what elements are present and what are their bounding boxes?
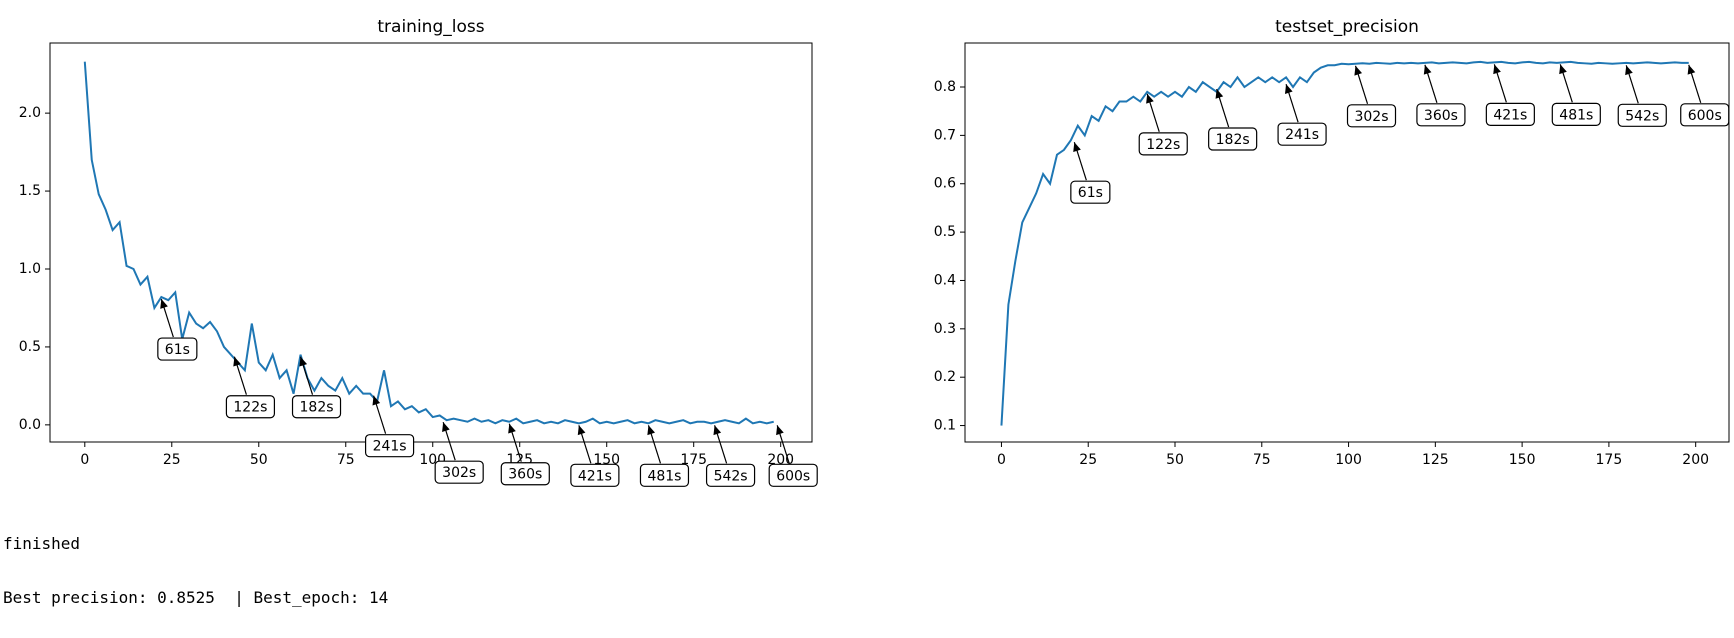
annotation-box xyxy=(1485,102,1535,126)
x-tick-label: 125 xyxy=(1422,452,1449,468)
y-tick-label: 0.5 xyxy=(934,224,956,240)
annotation-label: 122s xyxy=(233,400,267,416)
arrow-head xyxy=(1146,93,1154,104)
arrow-head xyxy=(1284,84,1293,94)
y-tick-label: 0.8 xyxy=(934,79,956,95)
y-tick-label: 1.0 xyxy=(19,261,41,277)
y-tick-label: 0.3 xyxy=(934,321,956,337)
x-tick-label: 175 xyxy=(1596,452,1623,468)
plot-frame xyxy=(964,42,1730,443)
annotation-box xyxy=(1416,103,1466,127)
annotation-box xyxy=(1208,127,1258,151)
y-tick-label: 2.0 xyxy=(19,105,41,121)
annotation-box xyxy=(639,463,690,487)
arrow-head xyxy=(1625,65,1633,76)
y-tick-label: 1.5 xyxy=(19,183,41,199)
annotation-box xyxy=(1617,103,1667,127)
y-tick-label: 0.5 xyxy=(19,339,41,355)
x-tick-label: 0 xyxy=(997,452,1006,468)
annotation-box xyxy=(1680,103,1730,127)
charts: training_loss 0 25 50 75 100 125 150 175 200 0.0 0.… xyxy=(19,17,1730,487)
annotation-label: 542s xyxy=(1625,108,1659,124)
chart-title: training_loss xyxy=(377,17,484,37)
x-tick-label: 50 xyxy=(1166,452,1184,468)
x-tick-label: 0 xyxy=(80,452,89,468)
plot-frame xyxy=(49,42,813,443)
annotation-label: 61s xyxy=(165,342,190,358)
page: training_loss 0 25 50 75 100 125 150 175 200 0.0 0.… xyxy=(3,17,1730,607)
arrow-head xyxy=(233,356,241,367)
annotation-box xyxy=(291,395,342,419)
arrow-head xyxy=(372,395,381,406)
annotation-box xyxy=(225,395,276,419)
y-tick-label: 0.1 xyxy=(934,418,956,434)
annotation-box xyxy=(1138,132,1188,156)
arrow-head xyxy=(776,425,784,436)
arrow-head xyxy=(577,425,586,436)
y-tick-label: 0.7 xyxy=(934,127,956,143)
y-tick-label: 0.2 xyxy=(934,369,956,385)
annotation-label: 182s xyxy=(300,400,334,416)
x-tick-label: 75 xyxy=(1253,452,1271,468)
x-tick-label: 150 xyxy=(1509,452,1536,468)
annotation-box xyxy=(157,337,198,361)
annotation-box xyxy=(1551,102,1601,126)
annotation-box xyxy=(570,463,620,487)
line-series xyxy=(83,61,774,425)
console-line: Best precision: 0.8525 | Best_epoch: 14 xyxy=(3,588,389,607)
annotation-label: 360s xyxy=(1424,108,1458,124)
annotation-label: 600s xyxy=(776,468,810,484)
x-tick-label: 100 xyxy=(1335,452,1362,468)
annotation-label: 600s xyxy=(1688,108,1722,124)
y-tick-label: 0.4 xyxy=(934,272,956,288)
arrow-head xyxy=(1423,64,1432,75)
arrow-head xyxy=(160,299,168,309)
annotation-label: 122s xyxy=(1146,137,1180,153)
arrow-head xyxy=(299,356,308,367)
y-tick-label: 0.0 xyxy=(19,417,41,433)
x-tick-label: 175 xyxy=(680,452,707,468)
console-line: finished xyxy=(3,534,81,553)
arrow-head xyxy=(1354,65,1363,76)
x-tick-label: 25 xyxy=(1079,452,1097,468)
annotation-label: 542s xyxy=(714,468,748,484)
arrow-head xyxy=(713,425,722,436)
arrow-head xyxy=(1559,64,1567,75)
annotation-label: 241s xyxy=(1285,127,1319,143)
annotation-label: 421s xyxy=(1493,107,1527,123)
y-tick-label: 0.6 xyxy=(934,176,956,192)
annotation-box xyxy=(768,463,818,487)
annotation-label: 360s xyxy=(508,467,542,483)
annotation-label: 421s xyxy=(578,468,612,484)
console-output: finished Best precision: 0.8525 | Best_e… xyxy=(3,503,388,638)
arrow-head xyxy=(442,422,450,432)
arrow-head xyxy=(1493,64,1501,75)
x-tick-label: 25 xyxy=(163,452,181,468)
annotation-label: 182s xyxy=(1216,132,1250,148)
annotation-label: 302s xyxy=(1354,109,1388,125)
annotation-label: 241s xyxy=(373,439,407,455)
annotation-box xyxy=(500,462,550,486)
arrow-head xyxy=(1687,64,1696,75)
annotation-label: 61s xyxy=(1078,185,1103,201)
x-tick-label: 75 xyxy=(337,452,355,468)
arrow-head xyxy=(508,423,516,434)
line-series xyxy=(1000,60,1689,426)
annotation-label: 481s xyxy=(647,468,681,484)
chart-title: testset_precision xyxy=(1275,17,1419,37)
annotation-box xyxy=(1346,104,1397,128)
x-tick-label: 50 xyxy=(250,452,268,468)
annotation-box xyxy=(705,463,756,487)
x-tick-label: 200 xyxy=(1682,452,1709,468)
annotation-box xyxy=(434,460,484,484)
annotation-box xyxy=(1277,122,1327,146)
annotation-label: 302s xyxy=(442,465,476,481)
annotation-box xyxy=(364,434,415,458)
arrow-head xyxy=(1073,142,1081,152)
annotation-label: 481s xyxy=(1559,107,1593,123)
arrow-head xyxy=(1215,89,1224,99)
annotation-box xyxy=(1070,180,1111,204)
arrow-head xyxy=(647,425,655,436)
